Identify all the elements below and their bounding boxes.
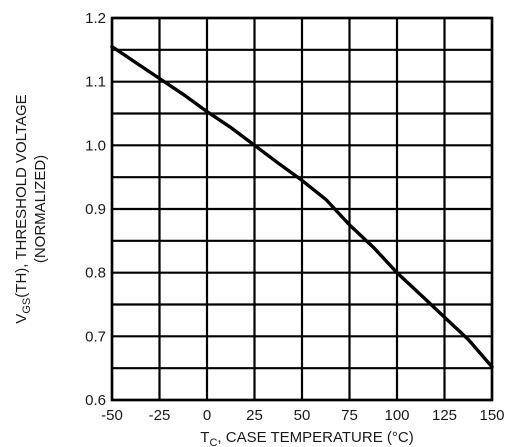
y-axis-label-line2: (NORMALIZED) bbox=[32, 155, 49, 263]
tick-labels: -50 -25 0 25 50 75 100 125 150 0.6 0.7 0.8 0.9 1.0 1.1… bbox=[85, 10, 504, 424]
x-tick-label: 75 bbox=[341, 407, 358, 424]
y-axis-label-group: VGS(TH), THRESHOLD VOLTAGE (NORMALIZED) bbox=[13, 94, 49, 323]
y-tick-label: 0.7 bbox=[85, 328, 106, 345]
y-axis-label-main: V bbox=[13, 314, 30, 324]
series-layer bbox=[110, 44, 494, 369]
grid bbox=[110, 16, 494, 402]
y-tick-label: 0.8 bbox=[85, 265, 106, 282]
x-axis-label-main: T bbox=[200, 429, 209, 446]
x-tick-label: 0 bbox=[203, 407, 211, 424]
plot-frame bbox=[110, 16, 494, 402]
x-tick-label: 125 bbox=[432, 407, 457, 424]
x-tick-label: 25 bbox=[246, 407, 263, 424]
y-axis-label-subscript: GS bbox=[21, 298, 33, 314]
x-tick-label: -25 bbox=[149, 407, 171, 424]
y-tick-label: 1.1 bbox=[85, 74, 106, 91]
x-tick-label: 150 bbox=[479, 407, 504, 424]
x-axis-label: TC, CASE TEMPERATURE (°C) bbox=[200, 429, 413, 447]
x-tick-label: -50 bbox=[101, 407, 123, 424]
x-tick-label: 50 bbox=[294, 407, 311, 424]
y-tick-label: 1.0 bbox=[85, 137, 106, 154]
y-tick-label: 1.2 bbox=[85, 10, 106, 27]
x-tick-label: 100 bbox=[384, 407, 409, 424]
x-axis-label-rest: , CASE TEMPERATURE (°C) bbox=[217, 429, 413, 446]
y-tick-label: 0.9 bbox=[85, 201, 106, 218]
y-axis-label-rest: (TH), THRESHOLD VOLTAGE bbox=[13, 94, 30, 297]
x-axis-label-subscript: C bbox=[209, 437, 217, 447]
y-tick-label: 0.6 bbox=[85, 392, 106, 409]
y-axis-label-line1: VGS(TH), THRESHOLD VOLTAGE bbox=[13, 94, 33, 323]
series-line-0 bbox=[110, 44, 494, 369]
